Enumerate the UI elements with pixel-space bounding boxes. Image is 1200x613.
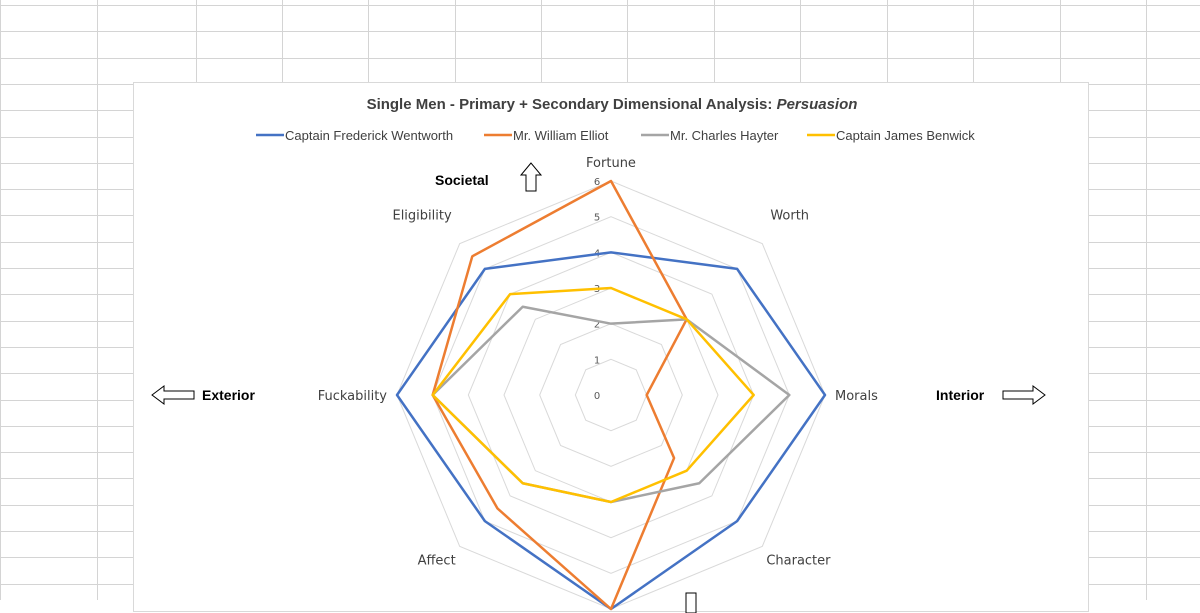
grid-ring (467, 251, 755, 539)
tick-label: 5 (594, 213, 600, 224)
direction-indicators: Societal Exterior Interior (151, 162, 1046, 613)
grid-ring (396, 180, 826, 610)
chart-legend: Captain Frederick Wentworth Mr. William E… (256, 128, 975, 143)
axis-label: Worth (770, 209, 809, 224)
down-arrow-icon (685, 592, 697, 613)
chart-title-main: Single Men - Primary + Secondary Dimensi… (367, 96, 777, 113)
axis-label: Fortune (586, 156, 636, 171)
legend-entry: Mr. William Elliot (513, 128, 609, 143)
axis-label: Morals (835, 389, 878, 404)
tick-label: 1 (594, 355, 600, 366)
up-arrow-icon (519, 162, 543, 192)
radar-series (395, 179, 827, 611)
chart-title: Single Men - Primary + Secondary Dimensi… (367, 96, 858, 113)
direction-label-interior: Interior (936, 387, 985, 403)
axis-label: Affect (418, 553, 456, 568)
direction-label-exterior: Exterior (202, 387, 255, 403)
grid-ring (574, 358, 648, 432)
left-arrow-icon (151, 385, 195, 405)
direction-label-societal: Societal (435, 172, 489, 188)
radar-chart: Single Men - Primary + Secondary Dimensi… (151, 96, 1046, 613)
axis-label: Eligibility (392, 209, 451, 224)
tick-label: 2 (594, 320, 600, 331)
series-line (431, 305, 791, 504)
tick-label: 0 (594, 391, 600, 402)
legend-entry: Captain Frederick Wentworth (285, 128, 453, 143)
radar-gridlines (396, 180, 826, 610)
legend-entry: Mr. Charles Hayter (670, 128, 779, 143)
series-line (431, 286, 755, 504)
axis-label: Fuckability (318, 389, 388, 404)
chart-area[interactable]: Single Men - Primary + Secondary Dimensi… (133, 82, 1089, 613)
axis-label: Character (766, 553, 831, 568)
chart-title-italic: Persuasion (777, 96, 858, 113)
right-arrow-icon (1002, 385, 1046, 405)
legend-entry: Captain James Benwick (836, 128, 975, 143)
grid-ring (432, 216, 790, 574)
radar-axis-labels: Fortune Worth Morals Character Affect Fuckabi… (318, 156, 878, 568)
grid-ring (539, 323, 683, 467)
tick-label: 6 (594, 177, 600, 188)
series-line (431, 179, 688, 611)
